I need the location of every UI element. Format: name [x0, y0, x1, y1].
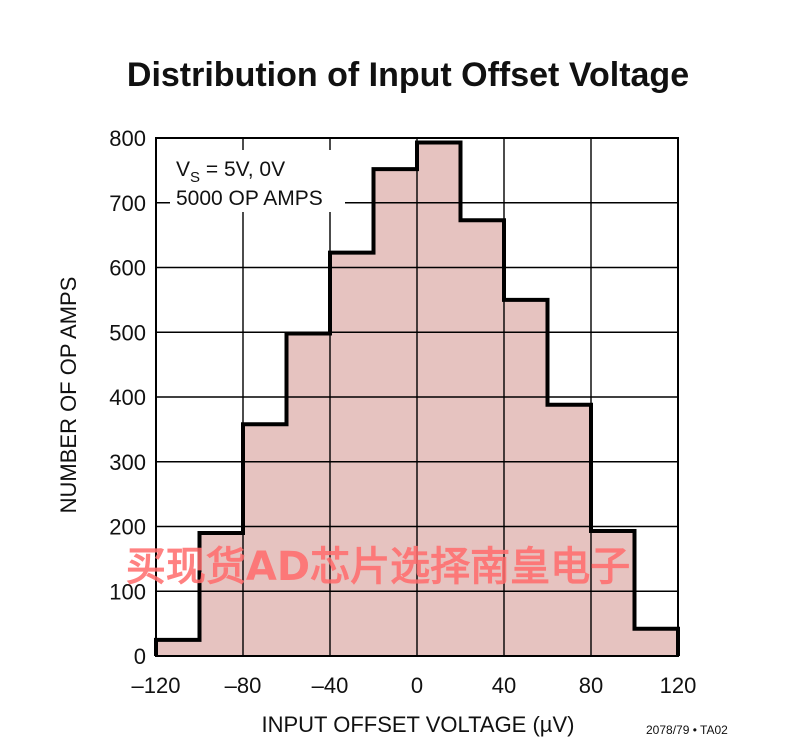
x-axis-label: INPUT OFFSET VOLTAGE (µV)	[262, 712, 575, 737]
annotation-background	[170, 150, 345, 212]
annotation-count: 5000 OP AMPS	[176, 187, 323, 210]
x-tick-label: 120	[660, 673, 697, 698]
chart-title: Distribution of Input Offset Voltage	[127, 56, 689, 94]
y-tick-label: 400	[109, 385, 146, 410]
histogram-bar	[634, 628, 678, 656]
histogram-outline	[154, 140, 680, 656]
histogram-bar	[547, 404, 591, 656]
y-tick-labels: 0 100 200 300 400 500 600 700 800	[109, 126, 146, 669]
annotation-vs: VS = 5V, 0V	[176, 158, 285, 186]
x-tick-label: –120	[132, 673, 181, 698]
y-tick-label: 100	[109, 579, 146, 604]
annotation-vs-subscript: S	[190, 169, 200, 186]
y-tick-label: 700	[109, 191, 146, 216]
plot-frame	[155, 137, 679, 657]
y-axis-label: NUMBER OF OP AMPS	[56, 277, 81, 514]
x-tick-labels: –120 –80 –40 0 40 80 120	[132, 673, 697, 698]
x-tick-label: –80	[225, 673, 262, 698]
y-tick-label: 500	[109, 320, 146, 345]
watermark-text: 买现货AD芯片选择南皇电子	[126, 544, 630, 590]
x-tick-label: 0	[411, 673, 423, 698]
histogram-bar	[286, 333, 330, 656]
annotation-box: VS = 5V, 0V 5000 OP AMPS	[170, 150, 345, 212]
y-tick-label: 0	[134, 644, 146, 669]
histogram-bars	[156, 142, 678, 657]
histogram-bar	[417, 142, 461, 657]
histogram-bar	[373, 169, 417, 656]
x-tick-label: –40	[312, 673, 349, 698]
histogram-bar	[591, 531, 635, 656]
histogram-bar	[460, 220, 504, 657]
y-tick-label: 300	[109, 450, 146, 475]
x-tick-label: 40	[492, 673, 516, 698]
annotation-vs-prefix: V	[176, 158, 190, 181]
figure-code: 2078/79 • TA02	[646, 723, 728, 737]
histogram-bar	[330, 252, 374, 657]
x-tick-label: 80	[579, 673, 603, 698]
histogram-bar	[156, 639, 200, 656]
y-tick-label: 600	[109, 256, 146, 281]
y-tick-label: 800	[109, 126, 146, 151]
histogram-bar	[504, 299, 548, 656]
annotation-vs-value: = 5V, 0V	[200, 158, 285, 181]
histogram-bar	[199, 532, 243, 656]
histogram-bar	[243, 424, 287, 656]
y-tick-label: 200	[109, 515, 146, 540]
